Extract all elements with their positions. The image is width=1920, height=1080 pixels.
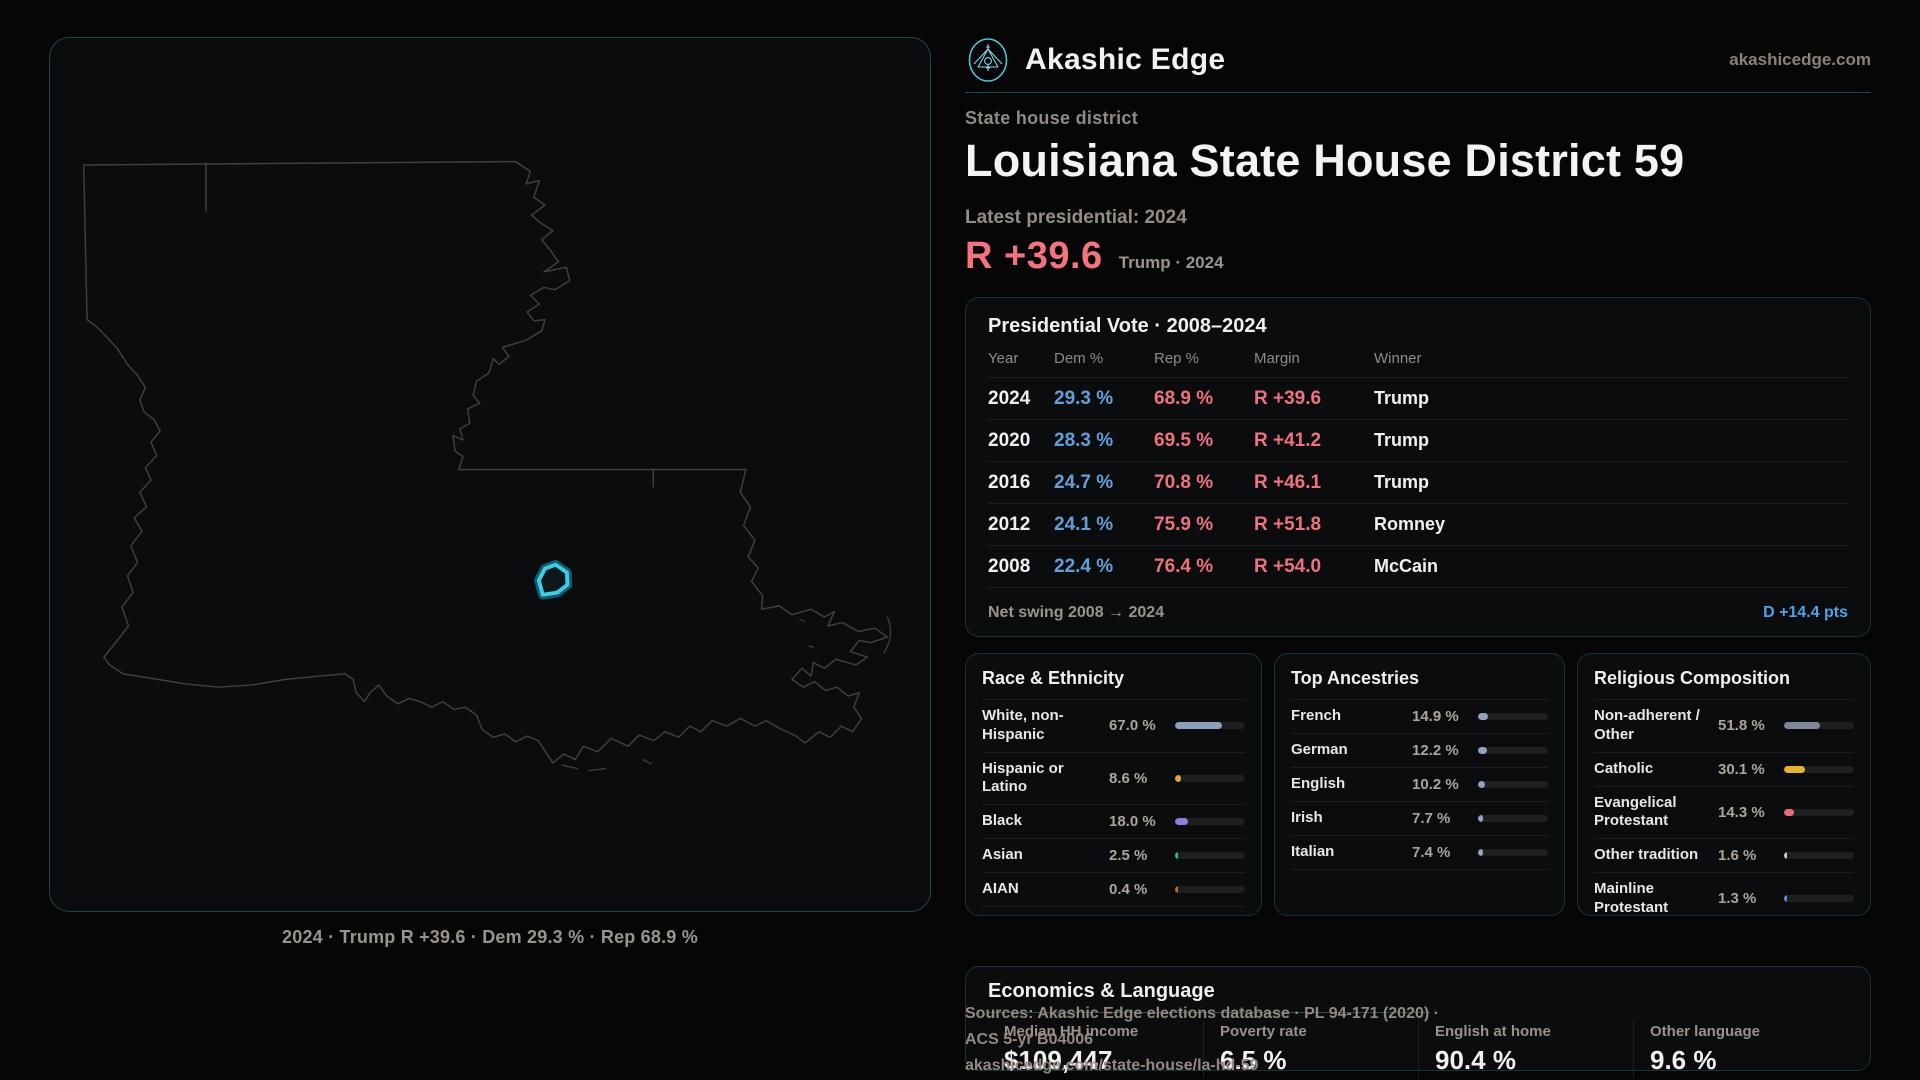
page-title: Louisiana State House District 59 (965, 135, 1685, 186)
race-rows: White, non-Hispanic 67.0 % Hispanic or L… (982, 700, 1245, 907)
stat-cell: Poverty rate 6.5 % (1203, 1021, 1418, 1078)
net-swing-row: Net swing 2008 → 2024 D +14.4 pts (988, 590, 1848, 622)
boundary-ticks (205, 162, 655, 488)
table-row: 2024 29.3 % 68.9 % R +39.6 Trump (988, 378, 1848, 420)
economics-card-title: Economics & Language (988, 980, 1215, 1002)
economics-language-card: Economics & Language Median HH income $1… (965, 966, 1871, 1078)
coastal-islands (561, 616, 892, 772)
net-swing-label: Net swing 2008 → 2024 (988, 604, 1165, 621)
religion-card: Religious Composition Non-adherent / Oth… (1577, 653, 1871, 916)
demographics-row: Race & Ethnicity White, non-Hispanic 67.… (965, 653, 1871, 916)
list-item: Black 18.0 % (982, 805, 1245, 839)
list-item: Mainline Protestant 1.3 % (1594, 873, 1854, 915)
list-item: White, non-Hispanic 67.0 % (982, 700, 1245, 753)
list-item: German 12.2 % (1291, 734, 1548, 768)
louisiana-map (82, 160, 892, 772)
religion-rows: Non-adherent / Other 51.8 % Catholic 30.… (1594, 700, 1854, 915)
list-item: Non-adherent / Other 51.8 % (1594, 700, 1854, 753)
ancestry-rows: French 14.9 % German 12.2 % English 10.2… (1291, 700, 1548, 870)
col-winner: Winner (1374, 350, 1422, 367)
ancestries-card-title: Top Ancestries (1291, 668, 1548, 700)
page-kicker: State house district (965, 108, 1139, 128)
table-row: 2016 24.7 % 70.8 % R +46.1 Trump (988, 462, 1848, 504)
state-outline (82, 160, 889, 764)
religion-card-title: Religious Composition (1594, 668, 1854, 700)
table-row: 2012 24.1 % 75.9 % R +51.8 Romney (988, 504, 1848, 546)
net-swing-value: D +14.4 pts (1763, 604, 1848, 621)
economics-stats: Median HH income $109,447 Poverty rate 6… (988, 1021, 1848, 1078)
headline-margin-row: R +39.6 Trump · 2024 (965, 235, 1871, 278)
economics-divider (988, 1012, 1430, 1013)
stat-cell: Other language 9.6 % (1633, 1021, 1848, 1078)
latest-presidential-label: Latest presidential: 2024 (965, 207, 1187, 228)
table-row: 2008 22.4 % 76.4 % R +54.0 McCain (988, 546, 1848, 588)
akashic-edge-logo-icon (968, 38, 1008, 82)
stat-cell: Median HH income $109,447 (1004, 1023, 1139, 1075)
list-item: Irish 7.7 % (1291, 802, 1548, 836)
race-card-title: Race & Ethnicity (982, 668, 1245, 700)
headline-margin-value: R +39.6 (965, 235, 1103, 277)
list-item: French 14.9 % (1291, 700, 1548, 734)
stat-cell: English at home 90.4 % (1418, 1021, 1633, 1078)
elections-table-body: 2024 29.3 % 68.9 % R +39.6 Trump 2020 28… (988, 378, 1848, 588)
col-margin: Margin (1254, 350, 1300, 367)
list-item: English 10.2 % (1291, 768, 1548, 802)
detail-pane: Akashic Edge akashicedge.com State house… (965, 34, 1871, 1078)
ancestries-card: Top Ancestries French 14.9 % German 12.2… (1274, 653, 1565, 916)
elections-card-title: Presidential Vote · 2008–2024 (988, 315, 1267, 337)
list-item: Other tradition 1.6 % (1594, 839, 1854, 873)
col-year: Year (988, 350, 1019, 367)
presidential-vote-card: Presidential Vote · 2008–2024 Year Dem %… (965, 297, 1871, 637)
site-header: Akashic Edge akashicedge.com (965, 34, 1871, 86)
header-divider (965, 92, 1871, 93)
list-item: Italian 7.4 % (1291, 836, 1548, 870)
brand-name: Akashic Edge (1025, 43, 1226, 76)
district-shape[interactable] (534, 559, 573, 600)
col-rep: Rep % (1154, 350, 1200, 367)
table-row: 2020 28.3 % 69.5 % R +41.2 Trump (988, 420, 1848, 462)
list-item: Evangelical Protestant 14.3 % (1594, 787, 1854, 839)
list-item: AIAN 0.4 % (982, 873, 1245, 907)
site-domain-link[interactable]: akashicedge.com (1729, 50, 1871, 69)
map-caption: 2024 · Trump R +39.6 · Dem 29.3 % · Rep … (282, 927, 698, 947)
col-dem: Dem % (1054, 350, 1104, 367)
list-item: Catholic 30.1 % (1594, 753, 1854, 787)
elections-table-header: Year Dem % Rep % Margin Winner (988, 350, 1848, 378)
list-item: Asian 2.5 % (982, 839, 1245, 873)
district-map-panel (49, 37, 931, 912)
race-ethnicity-card: Race & Ethnicity White, non-Hispanic 67.… (965, 653, 1262, 916)
list-item: Hispanic or Latino 8.6 % (982, 753, 1245, 805)
headline-margin-sub: Trump · 2024 (1118, 253, 1224, 272)
